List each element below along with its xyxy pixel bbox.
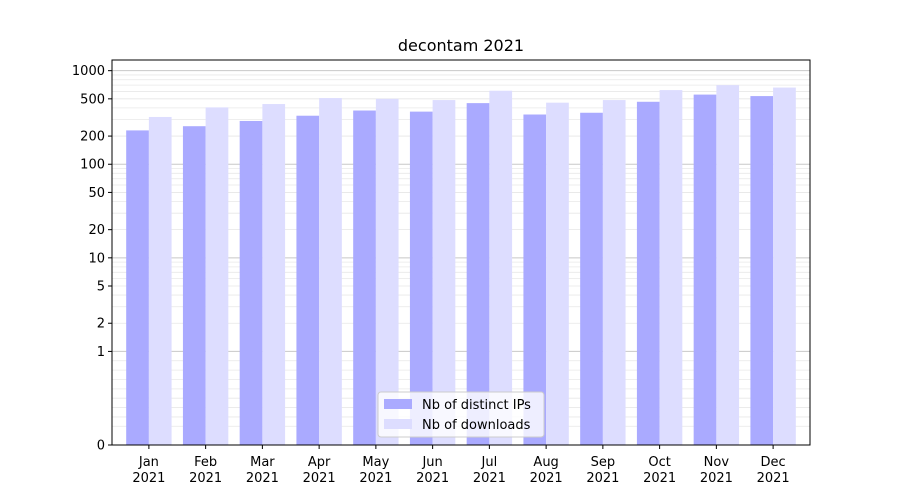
x-tick-label-month: May bbox=[362, 455, 389, 470]
bar-ips bbox=[126, 130, 149, 446]
bar-ips bbox=[239, 120, 263, 445]
x-tick-label-month: Jan bbox=[138, 455, 159, 470]
legend-label: Nb of distinct IPs bbox=[422, 398, 531, 413]
x-tick-label-month: Jun bbox=[421, 455, 442, 470]
bar-downloads bbox=[716, 85, 740, 445]
x-tick-label-year: 2021 bbox=[303, 471, 336, 486]
y-tick-label: 20 bbox=[88, 223, 105, 238]
bar-downloads bbox=[205, 107, 229, 445]
x-tick-label-month: Feb bbox=[194, 455, 217, 470]
x-tick-label-year: 2021 bbox=[246, 471, 279, 486]
bar-downloads bbox=[773, 87, 796, 446]
bar-ips bbox=[693, 94, 717, 446]
bar-downloads bbox=[432, 100, 456, 445]
y-tick-label: 10 bbox=[88, 251, 105, 266]
legend-swatch bbox=[384, 399, 412, 409]
bar-ips bbox=[636, 101, 660, 446]
bar-downloads bbox=[375, 98, 399, 446]
axes: 01251020501002005001000Jan2021Feb2021Mar… bbox=[72, 59, 811, 486]
bar-downloads bbox=[148, 116, 172, 446]
x-tick-label-month: Dec bbox=[761, 455, 786, 470]
x-tick-label-month: Aug bbox=[533, 455, 558, 470]
bar-ips bbox=[182, 126, 206, 445]
x-tick-label-year: 2021 bbox=[132, 471, 165, 486]
y-tick-label: 1 bbox=[97, 345, 105, 360]
y-tick-label: 0 bbox=[97, 439, 105, 454]
x-tick-label-year: 2021 bbox=[189, 471, 222, 486]
x-tick-label-year: 2021 bbox=[757, 471, 790, 486]
x-tick-label-month: Mar bbox=[250, 455, 275, 470]
bar-ips bbox=[750, 96, 774, 445]
y-tick-label: 5 bbox=[97, 280, 105, 295]
x-tick-label-month: Oct bbox=[648, 455, 670, 470]
x-tick-label-year: 2021 bbox=[586, 471, 619, 486]
y-tick-label: 50 bbox=[88, 186, 105, 201]
x-tick-label-month: Sep bbox=[591, 455, 616, 470]
bar-downloads bbox=[489, 90, 513, 446]
legend-swatch bbox=[384, 419, 412, 429]
bar-ips bbox=[523, 114, 547, 445]
x-tick-label-year: 2021 bbox=[416, 471, 449, 486]
bar-downloads bbox=[659, 90, 683, 445]
bar-ips bbox=[580, 112, 603, 445]
legend-box bbox=[377, 391, 545, 438]
bar-ips bbox=[296, 115, 320, 445]
legend: Nb of distinct IPs Nb of downloads bbox=[377, 391, 545, 438]
legend-label: Nb of downloads bbox=[422, 418, 531, 433]
chart-title: decontam 2021 bbox=[398, 36, 524, 55]
plot-frame bbox=[111, 59, 811, 446]
bar-ips bbox=[466, 103, 490, 445]
y-tick-label: 500 bbox=[80, 92, 105, 107]
bar-downloads bbox=[262, 104, 286, 445]
bars bbox=[126, 85, 796, 446]
y-tick-label: 100 bbox=[80, 158, 105, 173]
x-tick-label-month: Nov bbox=[704, 455, 730, 470]
x-tick-label-year: 2021 bbox=[643, 471, 676, 486]
x-tick-label-month: Jul bbox=[481, 455, 498, 470]
y-tick-label: 2 bbox=[97, 317, 105, 332]
x-tick-label-year: 2021 bbox=[530, 471, 563, 486]
bar-ips bbox=[409, 111, 433, 445]
x-tick-label-year: 2021 bbox=[359, 471, 392, 486]
x-tick-label-year: 2021 bbox=[700, 471, 733, 486]
bar-downloads bbox=[602, 100, 626, 445]
y-tick-label: 1000 bbox=[72, 64, 105, 79]
bar-ips bbox=[353, 110, 376, 446]
x-tick-label-year: 2021 bbox=[473, 471, 506, 486]
bar-downloads bbox=[546, 102, 569, 445]
y-tick-label: 200 bbox=[80, 130, 105, 145]
bar-downloads bbox=[319, 98, 342, 446]
x-tick-label-month: Apr bbox=[308, 455, 331, 470]
